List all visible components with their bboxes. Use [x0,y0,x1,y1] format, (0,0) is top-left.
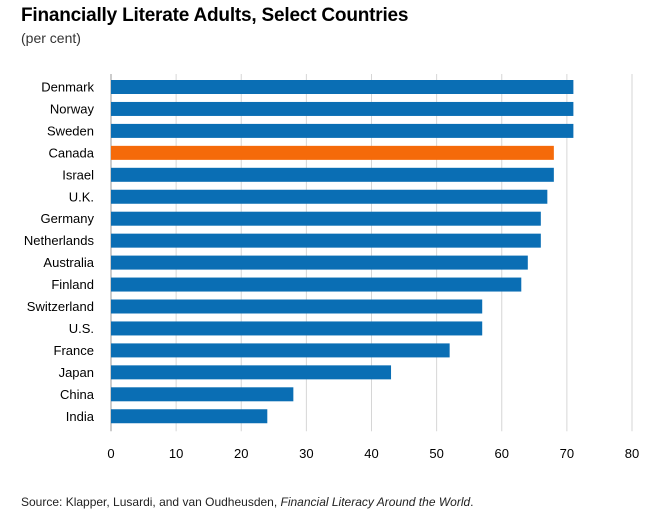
category-label-netherlands: Netherlands [24,233,95,248]
x-tick-label-70: 70 [560,446,574,461]
x-tick-label-20: 20 [234,446,248,461]
category-label-denmark: Denmark [41,80,94,95]
bar-denmark [111,80,574,94]
bar-china [111,387,294,402]
source-note: Source: Klapper, Lusardi, and van Oudheu… [21,495,474,509]
source-suffix: . [470,495,474,509]
source-title: Financial Literacy Around the World [280,495,471,509]
bar-netherlands [111,233,541,248]
bar-japan [111,365,392,380]
category-labels: Denmark Norway Sweden Canada Israel U.K. Germa… [24,80,95,424]
category-label-australia: Australia [43,255,94,270]
bar-norway [111,101,574,116]
x-tick-label-0: 0 [107,446,114,461]
bars [111,80,574,424]
bar-india [111,409,268,424]
bar-israel [111,167,554,182]
category-label-israel: Israel [62,167,94,182]
category-label-france: France [54,343,94,358]
x-tick-labels: 0 10 20 30 40 50 60 70 80 [107,446,639,461]
bar-u-s [111,321,483,336]
category-label-china: China [60,387,95,402]
source-prefix: Source: Klapper, Lusardi, and van Oudheu… [21,495,281,509]
category-label-switzerland: Switzerland [27,299,94,314]
category-label-finland: Finland [51,277,94,292]
bar-australia [111,255,528,270]
x-tick-label-30: 30 [299,446,313,461]
category-label-u-k: U.K. [69,189,94,204]
bar-france [111,343,450,358]
x-tick-label-80: 80 [625,446,639,461]
chart-title: Financially Literate Adults, Select Coun… [21,5,409,26]
x-tick-label-40: 40 [364,446,378,461]
x-tick-label-60: 60 [495,446,509,461]
bar-canada [111,145,554,160]
category-label-u-s: U.S. [69,321,94,336]
category-label-sweden: Sweden [47,123,94,138]
chart-subtitle: (per cent) [21,30,81,46]
bar-u-k [111,189,548,204]
bar-switzerland [111,299,483,314]
category-label-india: India [66,409,95,424]
category-label-canada: Canada [48,145,94,160]
bar-germany [111,211,541,226]
bar-finland [111,277,522,292]
category-label-norway: Norway [50,101,95,116]
category-label-germany: Germany [41,211,95,226]
bar-sweden [111,123,574,138]
category-label-japan: Japan [59,365,94,380]
x-tick-label-50: 50 [429,446,443,461]
x-tick-label-10: 10 [169,446,183,461]
